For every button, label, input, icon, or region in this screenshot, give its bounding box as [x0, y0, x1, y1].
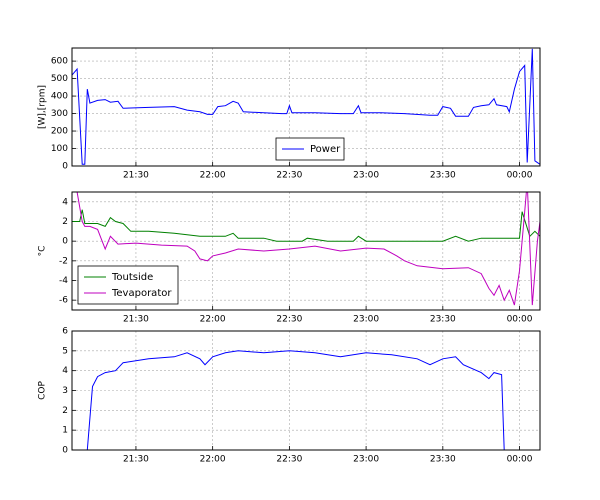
x-tick-label: 23:30: [430, 171, 456, 181]
data-line: [76, 192, 540, 306]
x-tick-label: 21:30: [123, 171, 149, 181]
y-tick-label: 2: [62, 217, 68, 227]
y-tick-label: 2: [62, 406, 68, 416]
y-tick-label: 0: [62, 446, 68, 456]
x-tick-label: 22:30: [276, 171, 302, 181]
y-tick-label: 100: [51, 144, 68, 154]
y-tick-label: 200: [51, 127, 68, 137]
y-tick-label: 4: [62, 366, 68, 376]
x-tick-label: 23:30: [430, 455, 456, 465]
legend-label: Toutside: [111, 272, 153, 283]
data-line: [72, 48, 540, 165]
y-tick-label: 3: [62, 386, 68, 396]
x-tick-label: 22:00: [200, 171, 226, 181]
y-tick-label: 4: [62, 197, 68, 207]
x-tick-label: 23:30: [430, 315, 456, 325]
y-tick-label: -4: [59, 276, 68, 286]
y-tick-label: 600: [51, 57, 68, 67]
plot-frame: [71, 47, 541, 167]
legend-box: [275, 137, 345, 161]
data-line: [72, 209, 540, 242]
y-tick-label: 400: [51, 92, 68, 102]
y-tick-label: 300: [51, 109, 68, 119]
y-axis-label: [W],[rpm]: [38, 85, 48, 129]
x-tick-label: 22:30: [276, 455, 302, 465]
x-tick-label: 21:30: [123, 455, 149, 465]
legend-label: Power: [310, 144, 341, 155]
y-tick-label: 0: [62, 162, 68, 172]
y-tick-label: -6: [59, 296, 68, 306]
x-tick-label: 00:00: [507, 315, 533, 325]
x-tick-label: 22:00: [200, 455, 226, 465]
y-axis-label: °C: [38, 246, 48, 257]
y-tick-label: 500: [51, 74, 68, 84]
x-tick-label: 00:00: [507, 455, 533, 465]
plot-frame: [71, 330, 541, 451]
y-tick-label: -2: [59, 256, 68, 266]
legend-box: [77, 265, 179, 305]
y-axis-label: COP: [38, 381, 48, 400]
x-tick-label: 21:30: [123, 315, 149, 325]
y-tick-label: 6: [62, 327, 68, 337]
y-tick-label: 0: [62, 237, 68, 247]
x-tick-label: 22:30: [276, 315, 302, 325]
legend-label: Tevaporator: [111, 288, 172, 299]
data-line: [86, 350, 540, 450]
plot-frame: [71, 191, 541, 311]
y-tick-label: 5: [62, 346, 68, 356]
x-tick-label: 23:00: [353, 171, 379, 181]
x-tick-label: 23:00: [353, 455, 379, 465]
x-tick-label: 00:00: [507, 171, 533, 181]
y-tick-label: 1: [62, 426, 68, 436]
x-tick-label: 22:00: [200, 315, 226, 325]
x-tick-label: 23:00: [353, 315, 379, 325]
